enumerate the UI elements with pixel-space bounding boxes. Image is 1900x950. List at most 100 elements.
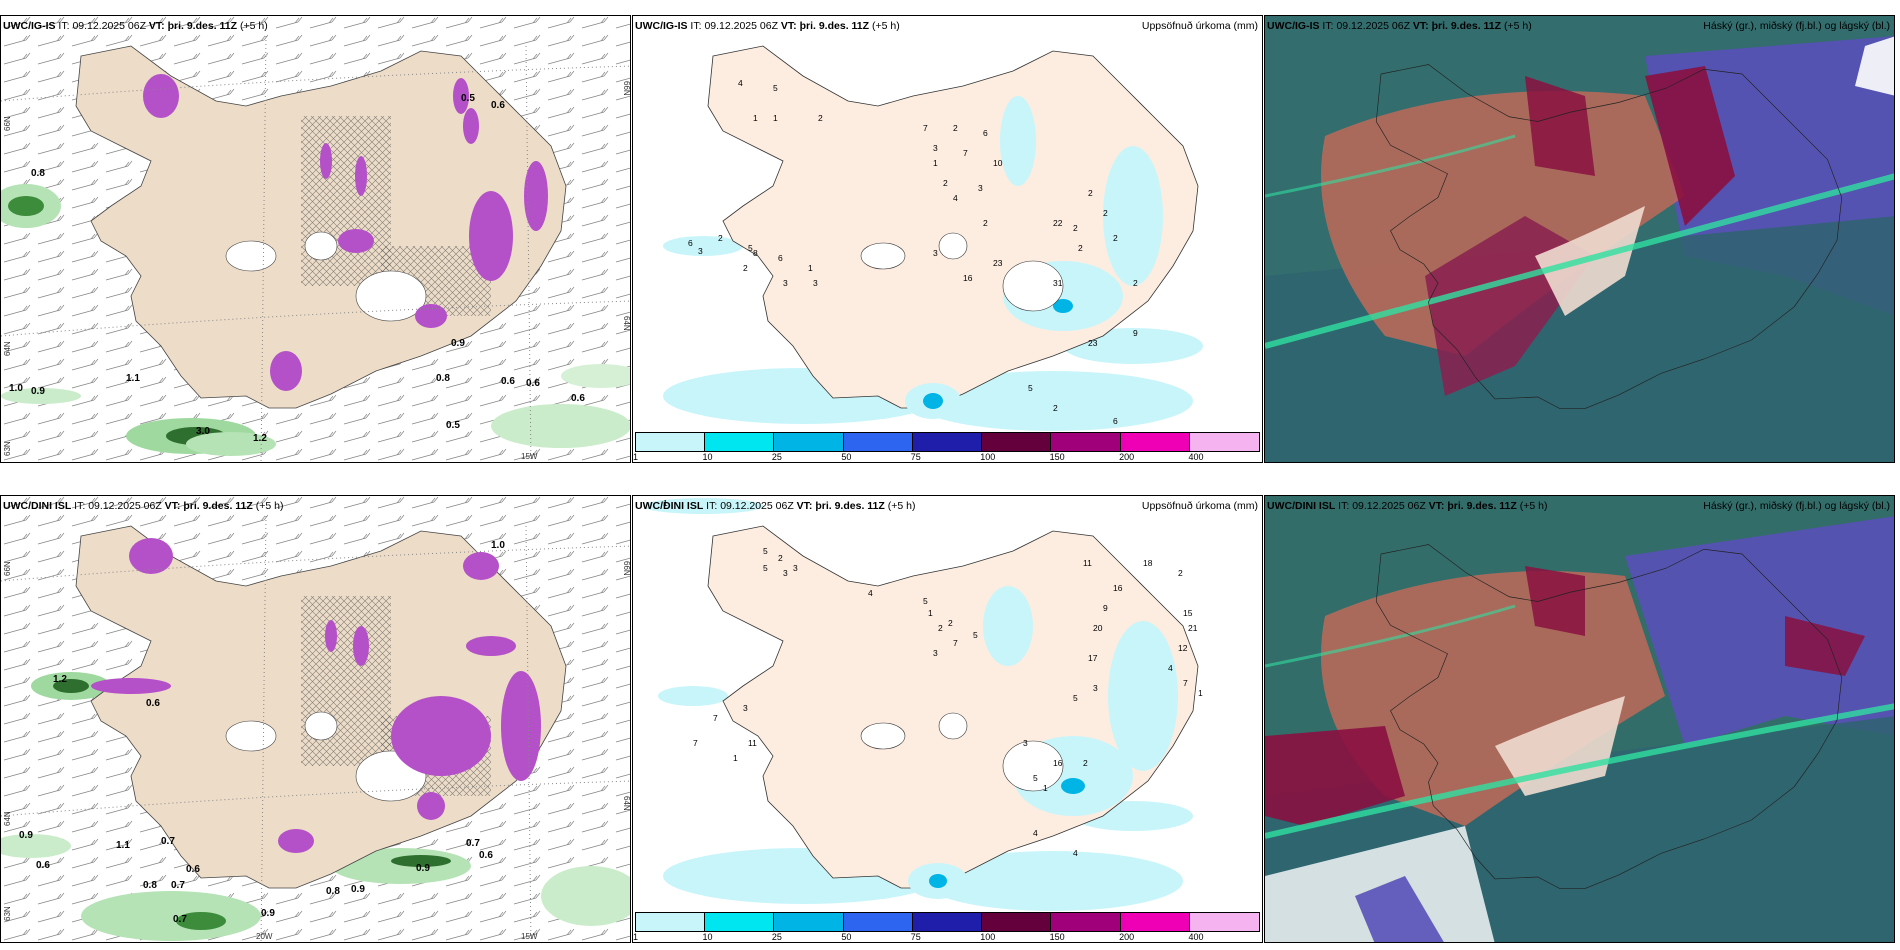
precip-value-label: 2 <box>1078 243 1083 253</box>
precip-value-label: 10 <box>993 158 1003 168</box>
contour-label: 0.9 <box>261 908 275 919</box>
contour-label: 0.6 <box>146 698 160 709</box>
contour-label: 0.9 <box>451 338 465 349</box>
precip-value-label: 16 <box>1053 758 1063 768</box>
lat-label: 64N <box>622 796 631 811</box>
precip-value-label: 7 <box>713 713 718 723</box>
precip-value-label: 6 <box>778 253 783 263</box>
precip-value-label: 3 <box>1023 738 1028 748</box>
panel-precip-row2: 1 5 2 3 5 3 4 5 2 7 1 2 3 5 11 9 20 17 16 18 15 21 12 4 7 1 2 3 5 16 3… <box>632 495 1263 943</box>
precip-value-label: 6 <box>688 238 693 248</box>
precip-colorbar <box>635 432 1260 452</box>
contour-label: 0.6 <box>186 864 200 875</box>
colorbar-cell <box>912 913 983 931</box>
precip-value-label: 1 <box>663 498 668 508</box>
valid-time: þri. 9.des. 11Z <box>799 20 870 32</box>
precip-value-label: 7 <box>963 148 968 158</box>
it-label: IT: <box>690 20 702 32</box>
lon-label: 20W <box>256 932 273 941</box>
precip-value-label: 1 <box>1043 783 1048 793</box>
lat-label: 66N <box>3 561 12 576</box>
lead-time: (+5 h) <box>1519 500 1548 512</box>
precip-value-label: 5 <box>1073 693 1078 703</box>
it-label: IT: <box>74 500 86 512</box>
lead-time: (+5 h) <box>239 20 268 32</box>
lon-label: 15W <box>521 932 538 941</box>
contour-label: 1.0 <box>9 383 23 394</box>
contour-label: 0.5 <box>461 93 475 104</box>
precip-value-label: 5 <box>923 596 928 606</box>
vt-label: VT: <box>164 500 181 512</box>
valid-time: þri. 9.des. 11Z <box>815 500 885 512</box>
lead-time: (+5 h) <box>887 500 916 512</box>
colorbar-tick-label: 75 <box>910 452 921 462</box>
precip-value-label: 2 <box>983 218 988 228</box>
precip-value-label: 17 <box>1088 653 1098 663</box>
it-label: IT: <box>58 20 70 32</box>
valid-time: þri. 9.des. 11Z <box>1431 20 1502 32</box>
init-time: 09.12.2025 06Z <box>1352 500 1426 512</box>
precip-colorbar <box>635 912 1260 932</box>
precip-value-label: 2 <box>1113 233 1118 243</box>
contour-label: 0.7 <box>173 914 187 925</box>
precip-value-label: 5 <box>973 630 978 640</box>
precip-value-label: 6 <box>1113 416 1118 426</box>
contour-label: 1.1 <box>126 373 140 384</box>
precip-value-label: 5 <box>1028 383 1033 393</box>
panel-header: UWC/DINI ISL IT: 09.12.2025 06Z VT: þri.… <box>3 500 283 512</box>
precip-value-label: 3 <box>743 703 748 713</box>
colorbar-tick-label: 1 <box>633 452 639 462</box>
model-name: UWC/IG-IS <box>635 20 688 32</box>
init-time: 09.12.2025 06Z <box>88 500 162 512</box>
colorbar-cell <box>843 913 913 931</box>
precip-value-label: 11 <box>1083 558 1092 568</box>
precip-value-label: 2 <box>1073 223 1078 233</box>
precip-value-label: 21 <box>1188 623 1198 633</box>
panel-title: Háský (gr.), miðský (fj.bl.) og lágský (… <box>1703 500 1890 512</box>
precip-value-label: 2 <box>1053 403 1058 413</box>
colorbar-tick-label: 50 <box>841 932 852 942</box>
valid-time: þri. 9.des. 11Z <box>1447 500 1517 512</box>
contour-label: 1.1 <box>116 840 130 851</box>
contour-label: 1.2 <box>53 674 67 685</box>
precip-value-label: 1 <box>733 753 738 763</box>
contour-label: 1.2 <box>253 433 267 444</box>
precip-value-label: 5 <box>763 546 768 556</box>
precip-value-label: 31 <box>1053 278 1063 288</box>
lon-label: 15W <box>521 452 538 461</box>
precip-value-label: 23 <box>1088 338 1098 348</box>
init-time: 09.12.2025 06Z <box>1336 20 1410 32</box>
model-name: UWC/IG-IS <box>1267 20 1320 32</box>
model-name: UWC/DINI ISL <box>3 500 72 512</box>
colorbar-cell <box>1051 433 1121 451</box>
it-label: IT: <box>1322 20 1334 32</box>
colorbar-tick-label: 200 <box>1119 452 1135 462</box>
precip-value-label: 4 <box>738 78 743 88</box>
colorbar-cell <box>982 913 1052 931</box>
precip-value-label: 2 <box>1088 188 1093 198</box>
contour-label: 0.6 <box>501 376 515 387</box>
colorbar-cell <box>774 913 844 931</box>
lat-label: 64N <box>622 316 631 331</box>
panel-wind-row1: 0.8 1.0 0.9 1.1 3.0 1.2 0.8 0.6 0.6 0.6 … <box>0 15 631 463</box>
precip-value-label: 16 <box>1113 583 1123 593</box>
colorbar-cell <box>636 913 706 931</box>
precip-value-label: 2 <box>953 123 958 133</box>
precip-value-label: 6 <box>983 128 988 138</box>
precip-value-label: 2 <box>948 618 953 628</box>
contour-label: 0.8 <box>326 886 340 897</box>
contour-label: 0.6 <box>571 393 585 404</box>
precip-value-label: 7 <box>923 123 928 133</box>
precip-value-label: 2 <box>943 178 948 188</box>
cloud-map-row2 <box>1265 496 1894 942</box>
precip-value-label: 7 <box>1183 678 1188 688</box>
colorbar-tick-label: 150 <box>1049 452 1065 462</box>
contour-label: 0.6 <box>526 378 540 389</box>
init-time: 09.12.2025 06Z <box>720 500 794 512</box>
panel-header: UWC/DINI ISL IT: 09.12.2025 06Z VT: þri.… <box>635 500 915 512</box>
lat-label: 63N <box>3 441 12 456</box>
vt-label: VT: <box>1412 20 1429 32</box>
precip-value-label: 8 <box>753 248 758 258</box>
contour-label: 0.5 <box>446 420 460 431</box>
